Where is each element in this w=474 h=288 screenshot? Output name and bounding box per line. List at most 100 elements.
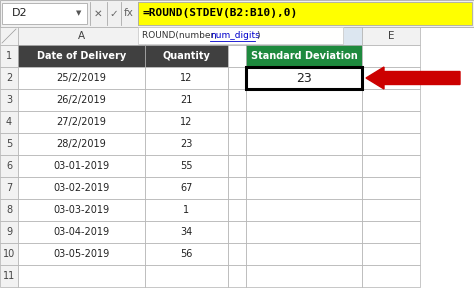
- Bar: [246, 221, 362, 243]
- Text: 34: 34: [181, 227, 192, 237]
- Bar: [228, 133, 246, 155]
- Bar: [145, 243, 228, 265]
- Text: 6: 6: [6, 161, 12, 171]
- Text: 27/2/2019: 27/2/2019: [56, 117, 107, 127]
- Bar: [246, 89, 362, 111]
- Bar: [145, 177, 228, 199]
- Bar: [0, 199, 18, 221]
- Bar: [362, 243, 420, 265]
- Bar: [246, 45, 362, 67]
- Bar: [0, 155, 18, 177]
- Text: ▼: ▼: [76, 10, 82, 16]
- Text: C: C: [233, 31, 241, 41]
- Text: 03-01-2019: 03-01-2019: [54, 161, 109, 171]
- Bar: [145, 111, 228, 133]
- Text: 25/2/2019: 25/2/2019: [56, 73, 107, 83]
- Text: ✓: ✓: [109, 9, 118, 18]
- Bar: [0, 133, 18, 155]
- Bar: [18, 243, 145, 265]
- Bar: [362, 199, 420, 221]
- Text: 3: 3: [6, 95, 12, 105]
- Bar: [228, 111, 246, 133]
- Bar: [145, 221, 228, 243]
- Bar: [362, 133, 420, 155]
- Bar: [246, 27, 362, 45]
- Text: Date of Delivery: Date of Delivery: [37, 51, 126, 61]
- Bar: [228, 243, 246, 265]
- Bar: [18, 155, 145, 177]
- Text: E: E: [388, 31, 394, 41]
- Bar: [228, 221, 246, 243]
- Text: D2: D2: [12, 9, 27, 18]
- Text: A: A: [78, 31, 85, 41]
- Bar: [18, 133, 145, 155]
- Text: 26/2/2019: 26/2/2019: [56, 95, 106, 105]
- Bar: [145, 155, 228, 177]
- Text: 8: 8: [6, 205, 12, 215]
- Bar: [362, 89, 420, 111]
- Bar: [228, 45, 246, 67]
- FancyArrow shape: [366, 67, 460, 89]
- Text: 67: 67: [180, 183, 193, 193]
- Bar: [0, 27, 18, 45]
- Text: 1: 1: [183, 205, 190, 215]
- Text: 9: 9: [6, 227, 12, 237]
- Bar: [145, 133, 228, 155]
- Text: =ROUND(STDEV(B2:B10),0): =ROUND(STDEV(B2:B10),0): [143, 9, 298, 18]
- Text: ROUND(number,: ROUND(number,: [142, 31, 220, 40]
- Bar: [145, 89, 228, 111]
- Text: 21: 21: [180, 95, 193, 105]
- Bar: [0, 177, 18, 199]
- Bar: [0, 111, 18, 133]
- Text: 10: 10: [3, 249, 15, 259]
- Bar: [246, 177, 362, 199]
- Bar: [0, 221, 18, 243]
- Bar: [18, 199, 145, 221]
- Bar: [145, 265, 228, 287]
- Bar: [246, 67, 362, 89]
- Bar: [362, 265, 420, 287]
- Bar: [228, 27, 246, 45]
- Bar: [362, 45, 420, 67]
- Bar: [2, 3, 87, 24]
- Bar: [18, 221, 145, 243]
- Bar: [0, 45, 18, 67]
- Bar: [145, 199, 228, 221]
- Text: fx: fx: [124, 9, 134, 18]
- Bar: [145, 45, 228, 67]
- Bar: [246, 243, 362, 265]
- Bar: [246, 133, 362, 155]
- Bar: [228, 67, 246, 89]
- Bar: [18, 27, 145, 45]
- Bar: [138, 2, 472, 25]
- Text: 23: 23: [296, 71, 312, 84]
- Bar: [145, 27, 228, 45]
- Text: 12: 12: [180, 117, 193, 127]
- Bar: [246, 111, 362, 133]
- Text: 23: 23: [180, 139, 193, 149]
- Text: D: D: [300, 31, 308, 41]
- Bar: [362, 177, 420, 199]
- Text: 03-02-2019: 03-02-2019: [54, 183, 109, 193]
- Text: 7: 7: [6, 183, 12, 193]
- Text: 55: 55: [180, 161, 193, 171]
- Bar: [362, 67, 420, 89]
- Bar: [0, 265, 18, 287]
- Text: ): ): [256, 31, 259, 40]
- Bar: [18, 67, 145, 89]
- Bar: [18, 265, 145, 287]
- Bar: [0, 67, 18, 89]
- Text: ✕: ✕: [94, 9, 102, 18]
- Bar: [228, 199, 246, 221]
- Bar: [0, 0, 474, 27]
- Text: Standard Deviation: Standard Deviation: [251, 51, 357, 61]
- Text: 5: 5: [6, 139, 12, 149]
- Bar: [362, 155, 420, 177]
- Text: 56: 56: [180, 249, 193, 259]
- Bar: [0, 243, 18, 265]
- Bar: [18, 89, 145, 111]
- Text: 2: 2: [6, 73, 12, 83]
- Text: 03-05-2019: 03-05-2019: [54, 249, 109, 259]
- Bar: [228, 265, 246, 287]
- Bar: [228, 155, 246, 177]
